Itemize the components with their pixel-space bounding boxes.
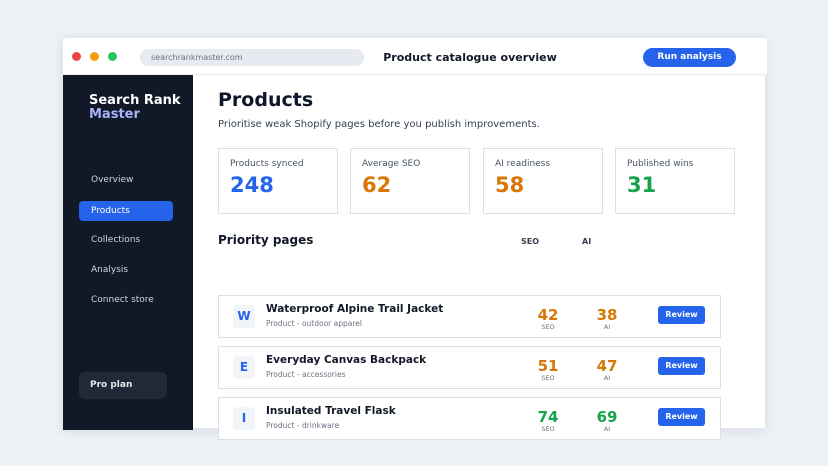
product-title: Insulated Travel Flask (266, 405, 396, 417)
table-row[interactable]: W Waterproof Alpine Trail Jacket Product… (218, 295, 721, 338)
window-title: Product catalogue overview (383, 51, 557, 64)
app-window: searchrankmaster.com Product catalogue o… (62, 37, 767, 440)
stat-value: 62 (362, 173, 392, 197)
product-avatar: W (233, 305, 255, 328)
table-row[interactable]: E Everyday Canvas Backpack Product - acc… (218, 346, 721, 389)
stat-card-products-synced: Products synced 248 (218, 148, 338, 214)
stat-card-ai-readiness: AI readiness 58 (483, 148, 603, 214)
section-title-priority-pages: Priority pages (218, 233, 314, 247)
seo-score-label: SEO (541, 425, 555, 433)
ai-score: 47 (596, 357, 618, 375)
ai-score: 38 (596, 306, 618, 324)
sidebar-item-products[interactable]: Products (79, 201, 173, 221)
column-header-seo: SEO (521, 237, 540, 246)
stat-label: AI readiness (495, 159, 551, 169)
ai-score: 69 (596, 408, 618, 426)
seo-score-label: SEO (541, 374, 555, 382)
column-header-ai: AI (582, 237, 592, 246)
seo-score: 74 (537, 408, 559, 426)
close-window-dot[interactable] (72, 52, 81, 61)
seo-score: 51 (537, 357, 559, 375)
ai-score-label: AI (603, 425, 611, 433)
ai-score-label: AI (603, 374, 611, 382)
product-avatar: I (233, 407, 255, 430)
title-bar: searchrankmaster.com Product catalogue o… (63, 38, 767, 75)
stat-value: 31 (627, 173, 657, 197)
sidebar: Search Rank Master Overview Products Col… (63, 75, 193, 430)
stat-card-average-seo: Average SEO 62 (350, 148, 470, 214)
review-button[interactable]: Review (658, 357, 705, 375)
address-bar[interactable]: searchrankmaster.com (140, 49, 364, 66)
sidebar-item-overview[interactable]: Overview (91, 175, 134, 185)
product-avatar: E (233, 356, 255, 379)
stat-card-published-wins: Published wins 31 (615, 148, 735, 214)
page-title: Products (218, 89, 314, 111)
review-button[interactable]: Review (658, 306, 705, 324)
minimize-window-dot[interactable] (90, 52, 99, 61)
seo-score-label: SEO (541, 323, 555, 331)
brand-name-line2: Master (89, 107, 140, 122)
stat-label: Published wins (627, 159, 694, 169)
stat-label: Average SEO (362, 159, 421, 169)
sidebar-item-connect-store[interactable]: Connect store (91, 295, 154, 305)
product-category: Product - outdoor apparel (266, 319, 362, 328)
sidebar-item-analysis[interactable]: Analysis (91, 265, 129, 275)
table-row[interactable]: I Insulated Travel Flask Product - drink… (218, 397, 721, 440)
stat-label: Products synced (230, 159, 304, 169)
product-title: Waterproof Alpine Trail Jacket (266, 303, 444, 315)
page-subtitle: Prioritise weak Shopify pages before you… (218, 119, 540, 130)
brand-logo: Search Rank Master (89, 94, 181, 122)
product-category: Product - drinkware (266, 421, 340, 430)
maximize-window-dot[interactable] (108, 52, 117, 61)
pro-plan-badge[interactable]: Pro plan (79, 372, 167, 399)
sidebar-item-collections[interactable]: Collections (91, 235, 141, 245)
review-button[interactable]: Review (658, 408, 705, 426)
ai-score-label: AI (603, 323, 611, 331)
brand-name-line1: Search Rank (89, 93, 181, 108)
product-title: Everyday Canvas Backpack (266, 354, 427, 366)
main-content: Products Prioritise weak Shopify pages b… (193, 75, 767, 440)
product-category: Product - accessories (266, 370, 346, 379)
run-analysis-button[interactable]: Run analysis (643, 48, 736, 67)
seo-score: 42 (537, 306, 559, 324)
stat-value: 58 (495, 173, 525, 197)
stat-value: 248 (230, 173, 274, 197)
